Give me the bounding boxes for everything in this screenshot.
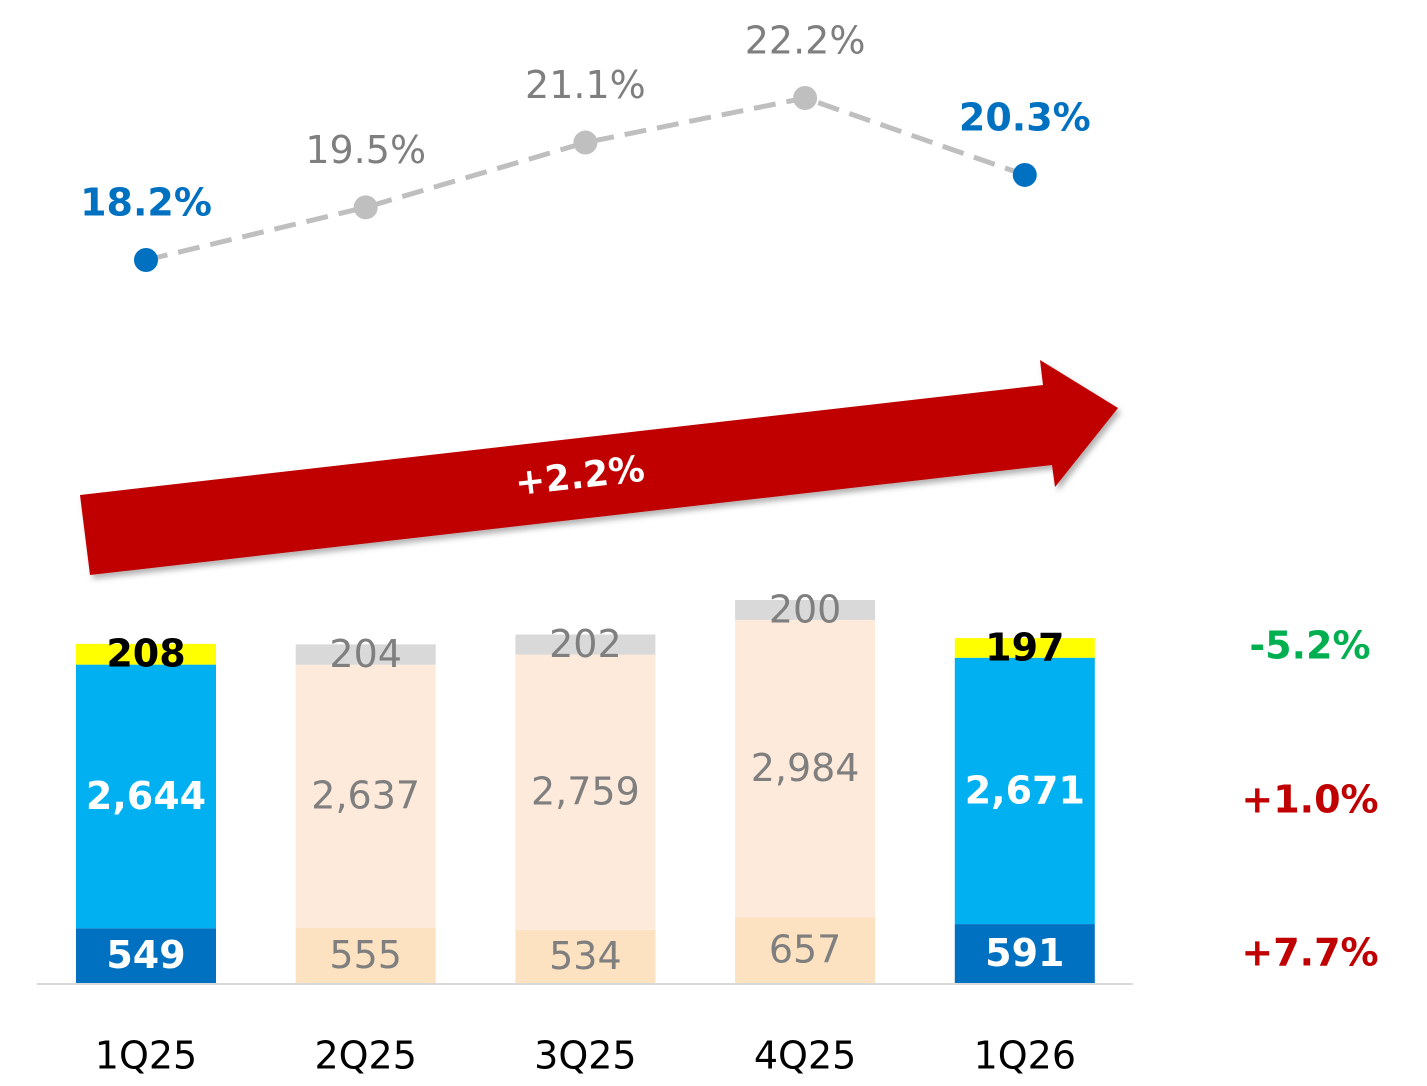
growth-annotation: +1.0%: [1241, 778, 1378, 822]
bar-segment: [76, 664, 216, 929]
bar-label: 200: [769, 587, 842, 631]
line-point: [793, 86, 818, 110]
line-label: 22.2%: [745, 19, 866, 63]
x-tick-label: 3Q25: [534, 1034, 636, 1078]
line-label: 18.2%: [80, 181, 212, 225]
bar-segment: [295, 927, 436, 983]
bar-label: 657: [769, 928, 842, 972]
bar-label: 197: [985, 625, 1064, 669]
line-label: 19.5%: [305, 128, 426, 172]
bar-segment: [76, 928, 216, 983]
x-tick-label: 2Q25: [314, 1034, 416, 1078]
bar-segment: [295, 664, 436, 928]
trend-arrow: [80, 360, 1118, 575]
x-tick-label: 4Q25: [754, 1034, 856, 1078]
bar-segment: [735, 619, 876, 918]
bar-label: 2,984: [751, 746, 860, 790]
line-point: [134, 248, 158, 272]
growth-annotation: +7.7%: [1241, 931, 1378, 975]
bar-label: 591: [985, 931, 1064, 975]
line-label: 20.3%: [959, 95, 1091, 139]
bar-label: 549: [106, 933, 185, 977]
line-point: [353, 195, 378, 220]
x-tick-label: 1Q25: [95, 1034, 197, 1078]
bar-segment: [515, 929, 656, 983]
bar-label: 208: [106, 632, 185, 676]
line: [145, 95, 1026, 263]
bar-segment: [954, 657, 1095, 925]
bar-label: 2,671: [965, 768, 1085, 812]
growth-annotation: -5.2%: [1249, 624, 1370, 668]
bar-label: 204: [329, 632, 402, 676]
bar-label: 2,644: [86, 774, 206, 818]
bar-segment: [295, 644, 436, 665]
line-point: [1012, 162, 1037, 187]
bar-label: 202: [549, 622, 622, 666]
bar-segment: [735, 917, 876, 983]
bar-segment: [954, 638, 1095, 658]
bar-segment: [735, 600, 876, 620]
bar-label: 555: [329, 933, 402, 977]
bar-label: 2,637: [311, 774, 420, 818]
line-point: [573, 130, 598, 155]
bar-segment: [954, 924, 1095, 983]
bar-segment: [515, 634, 656, 655]
x-tick-label: 1Q26: [974, 1034, 1076, 1078]
bar-label: 534: [549, 934, 622, 978]
bar-segment: [76, 643, 216, 665]
line-label: 21.1%: [525, 63, 646, 107]
bar-segment: [515, 654, 656, 930]
bar-label: 2,759: [531, 770, 640, 814]
